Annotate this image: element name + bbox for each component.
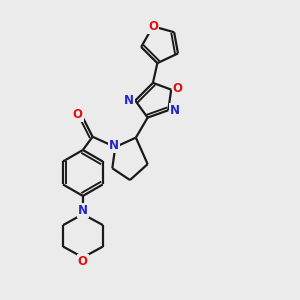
Text: O: O <box>173 82 183 95</box>
Text: N: N <box>170 104 180 117</box>
Text: O: O <box>73 108 82 121</box>
Text: O: O <box>148 20 158 33</box>
Text: N: N <box>109 139 119 152</box>
Text: O: O <box>78 254 88 268</box>
Text: N: N <box>124 94 134 107</box>
Text: N: N <box>78 204 88 217</box>
